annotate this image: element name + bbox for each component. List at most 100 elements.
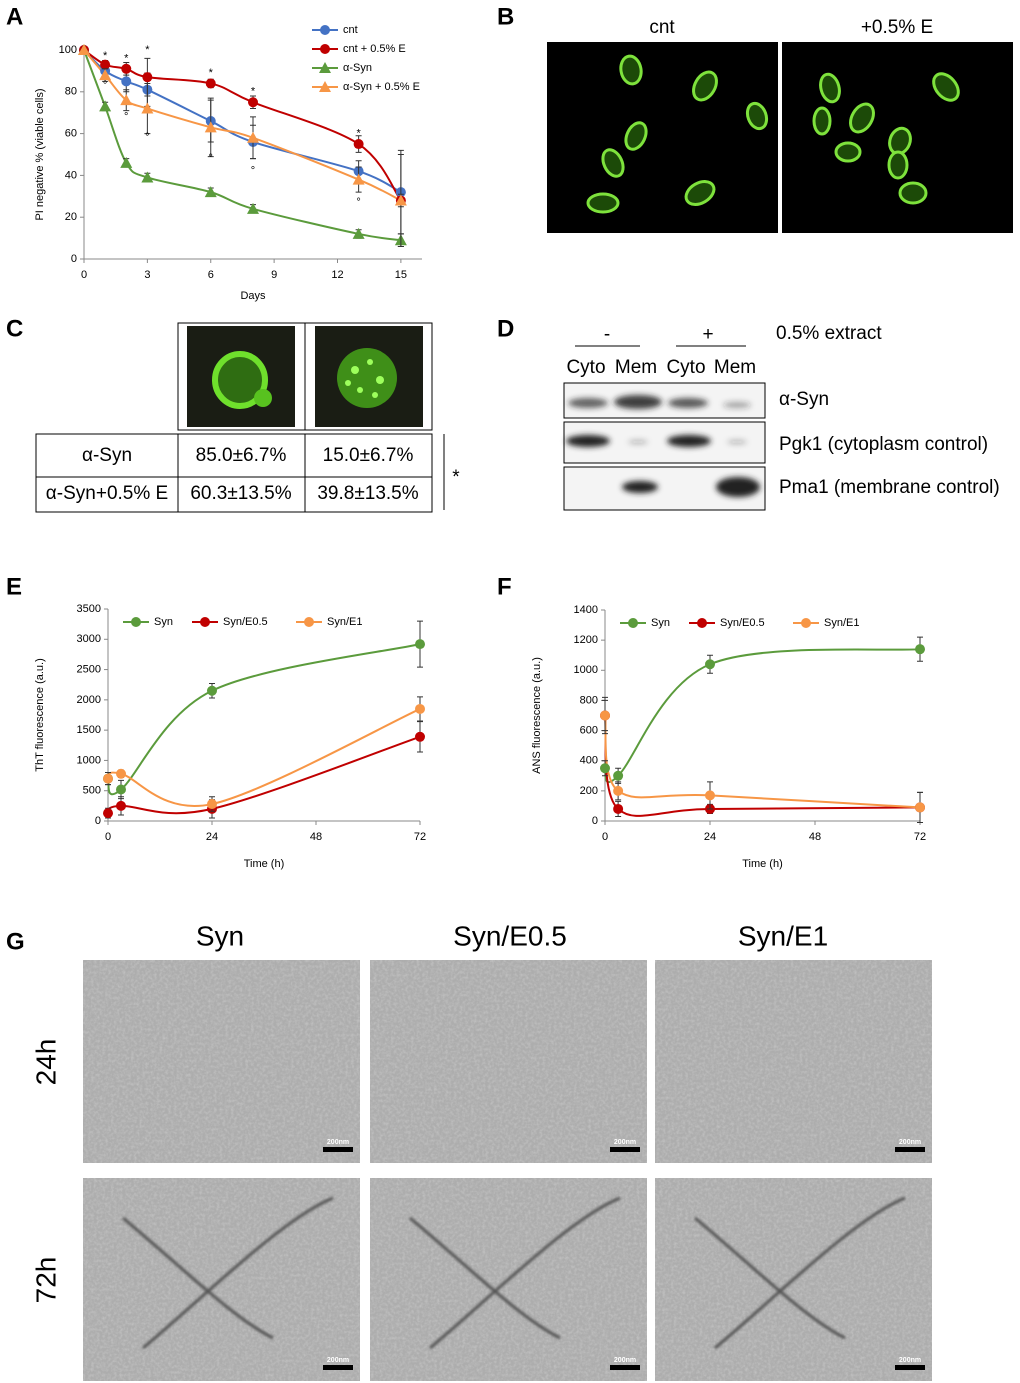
marker	[915, 644, 925, 655]
y-tick-label: 500	[83, 785, 101, 797]
marker	[613, 785, 624, 796]
marker	[320, 44, 330, 54]
y-tick-label: 1000	[574, 664, 598, 676]
y-tick-label: 200	[580, 785, 598, 797]
y-tick-label: 0	[71, 253, 77, 265]
marker	[915, 802, 925, 813]
table-cell: 15.0±6.7%	[323, 445, 414, 466]
cell	[337, 348, 397, 408]
y-tick-label: 20	[65, 211, 77, 223]
marker	[99, 69, 112, 81]
row-label: Pgk1 (cytoplasm control)	[779, 434, 988, 455]
annotation: *	[145, 44, 150, 56]
blot-frames	[563, 382, 766, 511]
marker	[705, 659, 715, 670]
marker	[613, 803, 624, 814]
legend-label: Syn	[154, 616, 173, 628]
column-label: Syn	[196, 920, 244, 951]
x-tick-label: 72	[914, 831, 926, 843]
panel-d: - + 0.5% extract Cyto Mem Cyto Mem α-Syn…	[563, 323, 1000, 511]
y-tick-label: 100	[59, 44, 77, 56]
panel-b: cnt +0.5% E	[547, 17, 1013, 233]
column-label: Syn/E1	[738, 920, 828, 951]
cell	[212, 351, 272, 409]
marker	[319, 81, 331, 92]
panel-c: α-Syn 85.0±6.7% 15.0±6.7% α-Syn+0.5% E 6…	[35, 322, 460, 513]
x-tick-label: 0	[602, 831, 608, 843]
marker	[613, 770, 624, 781]
annotation: °	[103, 79, 107, 91]
y-tick-label: 3000	[77, 633, 101, 645]
y-tick-label: 80	[65, 86, 77, 98]
marker	[142, 72, 153, 83]
panel-g: Syn Syn/E0.5 Syn/E1 24h 72h 200nm 200nm 20…	[30, 920, 932, 1381]
scale-bar-label: 200nm	[899, 1139, 921, 1146]
y-tick-label: 1000	[77, 754, 101, 766]
x-tick-label: 0	[81, 269, 87, 281]
series-line	[107, 735, 421, 815]
marker	[120, 94, 133, 106]
row-label: Pma1 (membrane control)	[779, 477, 1000, 498]
x-tick-label: 12	[331, 269, 343, 281]
marker	[415, 703, 425, 714]
legend-label: α-Syn + 0.5% E	[343, 81, 420, 93]
scale-bar	[895, 1147, 925, 1152]
panel-letter: A	[6, 3, 23, 30]
annotation: *	[124, 52, 129, 64]
scale-bar	[895, 1365, 925, 1370]
x-tick-label: 24	[206, 831, 218, 843]
annotation: °	[145, 132, 149, 144]
scale-bar-label: 200nm	[899, 1357, 921, 1364]
table-cell: α-Syn+0.5% E	[46, 483, 168, 504]
y-tick-label: 1500	[77, 724, 101, 736]
y-tick-label: 60	[65, 128, 77, 140]
y-tick-label: 3500	[77, 603, 101, 615]
marker	[204, 186, 217, 198]
marker	[697, 618, 707, 628]
marker	[121, 76, 132, 87]
lane-label: Mem	[714, 357, 756, 378]
series-line	[83, 49, 402, 242]
fibrils	[409, 1196, 621, 1350]
image-label: cnt	[649, 17, 675, 38]
scale-bar	[323, 1365, 353, 1370]
y-tick-label: 2000	[77, 694, 101, 706]
scale-bar	[610, 1365, 640, 1370]
series-line	[107, 708, 421, 807]
legend-label: cnt	[343, 24, 358, 36]
annotation: °	[356, 196, 360, 208]
tem-images: 200nm 200nm 200nm 200nm 200nm 200nm	[83, 960, 932, 1381]
y-tick-label: 1400	[574, 604, 598, 616]
marker	[103, 773, 113, 784]
y-axis-label: ANS fluorescence (a.u.)	[531, 657, 543, 774]
marker	[247, 202, 259, 214]
marker	[319, 62, 331, 73]
column-label: Syn/E0.5	[453, 920, 567, 951]
legend-label: Syn/E1	[327, 616, 362, 628]
legend-label: cnt + 0.5% E	[343, 43, 406, 55]
marker	[247, 131, 259, 143]
table-cell: 85.0±6.7%	[196, 445, 287, 466]
marker	[705, 790, 715, 801]
bands	[566, 395, 760, 497]
y-tick-label: 2500	[77, 663, 101, 675]
table-grid	[35, 433, 445, 513]
panel-letter: D	[497, 315, 514, 342]
lane-label: Mem	[615, 357, 657, 378]
x-tick-label: 48	[310, 831, 322, 843]
marker	[801, 618, 811, 628]
annotation: *	[209, 67, 214, 79]
series-line	[604, 715, 921, 817]
fibrils	[122, 1196, 334, 1350]
legend-label: α-Syn	[343, 62, 372, 74]
x-tick-label: 0	[105, 831, 111, 843]
tem-noise	[370, 960, 647, 1163]
lane-label: Cyto	[566, 357, 605, 378]
micrograph	[547, 42, 778, 233]
annotation: *	[251, 86, 256, 98]
group-label: +	[702, 324, 713, 345]
legend-label: Syn/E0.5	[720, 617, 765, 629]
marker	[116, 768, 126, 779]
significance: *	[452, 467, 460, 488]
marker	[120, 156, 133, 168]
